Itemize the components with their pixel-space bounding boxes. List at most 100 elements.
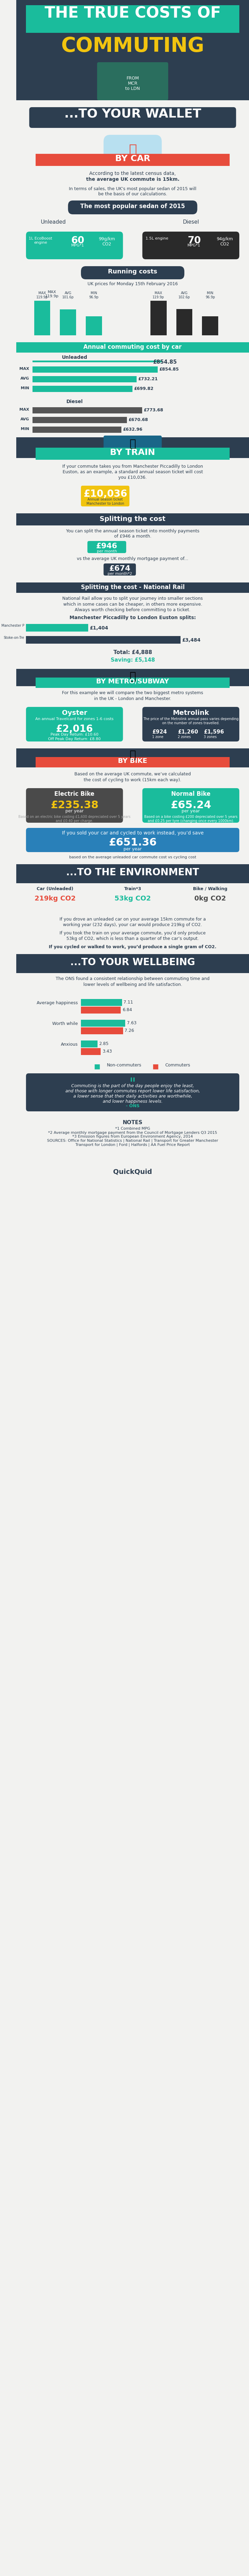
Text: If you cycled or walked to work, you’d produce a single gram of CO2.: If you cycled or walked to work, you’d p… [49, 945, 216, 948]
Text: Worth while: Worth while [52, 1023, 78, 1025]
Text: 219kg CO2: 219kg CO2 [35, 896, 76, 902]
Text: If you sold your car and cycled to work instead, you’d save: If you sold your car and cycled to work … [62, 829, 203, 835]
Bar [16, 461, 249, 502]
Bar [16, 770, 249, 788]
Text: The ONS found a consistent relationship between commuting time and: The ONS found a consistent relationship … [56, 976, 210, 981]
Text: £632.96: £632.96 [123, 428, 142, 433]
Text: 🚗: 🚗 [128, 144, 137, 157]
Bar [16, 595, 249, 636]
Text: in the UK - London and Manchester.: in the UK - London and Manchester. [94, 696, 171, 701]
Text: Annual commuting cost by car: Annual commuting cost by car [83, 345, 182, 350]
Bar [81, 999, 122, 1005]
Bar [16, 528, 249, 549]
Bar [16, 582, 249, 592]
FancyBboxPatch shape [26, 706, 123, 742]
Text: 2.85: 2.85 [99, 1041, 109, 1046]
Text: Saving: £5,148: Saving: £5,148 [111, 657, 155, 662]
Bar [16, 170, 249, 211]
Bar [32, 428, 121, 433]
FancyBboxPatch shape [142, 706, 239, 742]
Text: MAX: MAX [19, 407, 29, 412]
Text: MAX
119.9p: MAX 119.9p [36, 291, 48, 299]
Text: Peak Day Return: £10.60: Peak Day Return: £10.60 [51, 732, 98, 737]
Text: £235.38: £235.38 [51, 801, 98, 811]
Text: Car (Unleaded): Car (Unleaded) [37, 886, 73, 891]
Text: MAX
119.9p: MAX 119.9p [45, 291, 59, 299]
Bar [16, 103, 249, 144]
Text: BY TRAIN: BY TRAIN [110, 448, 155, 456]
Text: Stoke-on-Tre: Stoke-on-Tre [4, 636, 24, 639]
Text: Commuters: Commuters [165, 1064, 190, 1066]
Text: QuickQuid: QuickQuid [113, 1170, 152, 1175]
Text: £10,036: £10,036 [83, 489, 127, 500]
Bar [81, 1007, 121, 1012]
Text: FROM
MCR
to LDN: FROM MCR to LDN [125, 77, 140, 90]
FancyBboxPatch shape [29, 956, 236, 971]
Bar [16, 438, 249, 459]
Bar [16, 670, 249, 685]
Bar [32, 386, 132, 392]
Bar [32, 366, 158, 374]
Text: Unleaded: Unleaded [62, 355, 87, 361]
Text: £773.68: £773.68 [144, 407, 163, 412]
Text: 53kg of CO2, which is less than a quarter of the car’s output.: 53kg of CO2, which is less than a quarte… [66, 938, 199, 940]
Text: Manchester Piccadilly to London Euston splits:: Manchester Piccadilly to London Euston s… [69, 616, 196, 621]
FancyBboxPatch shape [81, 265, 184, 278]
Text: For this example we will compare the two biggest metro systems: For this example we will compare the two… [62, 690, 203, 696]
Text: Splitting the cost - National Rail: Splitting the cost - National Rail [81, 585, 185, 590]
Text: The most popular sedan of 2015: The most popular sedan of 2015 [80, 204, 185, 209]
Text: per month: per month [97, 549, 117, 554]
Text: 70: 70 [187, 237, 201, 245]
Text: Total: £4,888: Total: £4,888 [113, 649, 152, 654]
Bar [32, 407, 142, 412]
Text: Based on an electric bike costing £1,600 depreciated over 5 years
and £0.40 per : Based on an electric bike costing £1,600… [18, 814, 130, 822]
Text: Commuting is the part of the day people enjoy the least,
and those with longer c: Commuting is the part of the day people … [65, 1084, 200, 1103]
Text: Normal Bike: Normal Bike [171, 791, 210, 796]
Text: £732.21: £732.21 [138, 376, 158, 381]
FancyBboxPatch shape [68, 201, 197, 214]
Text: MAX
119.9p: MAX 119.9p [153, 291, 164, 299]
Text: 🚇: 🚇 [129, 672, 136, 683]
Text: Euston, as an example, a standard annual season ticket will cost: Euston, as an example, a standard annual… [62, 469, 203, 474]
Text: AVG: AVG [20, 417, 29, 420]
Text: BY METRO/SUBWAY: BY METRO/SUBWAY [96, 677, 169, 685]
Text: THE TRUE COSTS OF: THE TRUE COSTS OF [45, 5, 221, 21]
Text: £946: £946 [96, 544, 118, 549]
Text: Diesel: Diesel [66, 399, 83, 404]
Text: Electric Bike: Electric Bike [55, 791, 95, 796]
Bar [16, 953, 249, 974]
FancyBboxPatch shape [97, 62, 168, 100]
Text: MIN
96.9p: MIN 96.9p [89, 291, 99, 299]
Bar [16, 513, 249, 526]
Bar [16, 1115, 249, 1180]
Text: In terms of sales, the UK's most popular sedan of 2015 will: In terms of sales, the UK's most popular… [69, 185, 196, 191]
Text: Based on a bike costing £200 depreciated over 5 years
and £0.25 per tyre (changi: Based on a bike costing £200 depreciated… [144, 814, 238, 822]
Text: UK prices for Monday 15th February 2016: UK prices for Monday 15th February 2016 [87, 281, 178, 286]
Text: Anxious: Anxious [61, 1043, 78, 1046]
Text: 1L EcoBoost
engine: 1L EcoBoost engine [29, 237, 52, 245]
Bar [16, 886, 249, 912]
Text: Train*3: Train*3 [124, 886, 141, 891]
Text: £1,260: £1,260 [178, 729, 198, 734]
Bar [32, 291, 113, 335]
Text: 0kg CO2: 0kg CO2 [194, 896, 226, 902]
Text: You can split the annual season ticket into monthly payments
of £946 a month.: You can split the annual season ticket i… [66, 528, 199, 538]
Text: per month*2: per month*2 [108, 572, 132, 574]
Bar [16, 974, 249, 992]
Text: The price of the Metrolink annual pass varies depending
on the number of zones t: The price of the Metrolink annual pass v… [143, 716, 239, 724]
Text: BY CAR: BY CAR [115, 155, 150, 162]
Text: Unleaded: Unleaded [41, 219, 66, 224]
Bar [16, 0, 249, 100]
Text: BY BIKE: BY BIKE [118, 757, 147, 765]
Bar [60, 309, 76, 335]
Text: 7.63: 7.63 [127, 1020, 136, 1025]
FancyBboxPatch shape [81, 487, 129, 507]
Text: Manchester P: Manchester P [1, 623, 24, 629]
Text: 🚴: 🚴 [129, 750, 136, 760]
Bar [16, 994, 249, 1064]
FancyBboxPatch shape [87, 541, 126, 554]
FancyBboxPatch shape [26, 827, 239, 853]
Text: £674: £674 [109, 564, 130, 572]
Bar [32, 417, 127, 422]
Bar [202, 317, 218, 335]
